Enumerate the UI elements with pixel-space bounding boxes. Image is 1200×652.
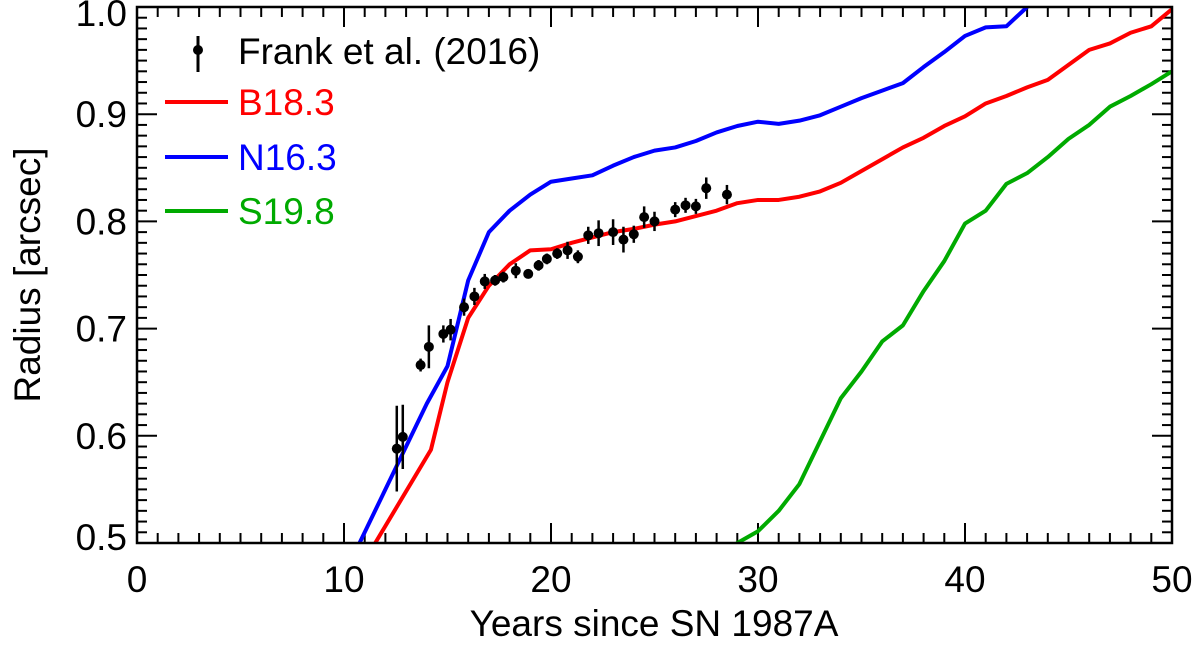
data-point <box>533 260 544 271</box>
y-tick-labels: 0.5 0.6 0.7 0.8 0.9 1.0 <box>76 0 127 558</box>
legend: Frank et al. (2016) B18.3 N16.3 S19.8 <box>165 31 540 232</box>
data-point <box>562 245 573 256</box>
data-point <box>670 204 681 215</box>
x-tick-labels: 0 10 20 30 40 50 <box>127 559 1193 600</box>
data-point <box>469 291 480 302</box>
legend-label: S19.8 <box>238 191 335 232</box>
data-point <box>459 302 470 313</box>
series-line-n16-3 <box>357 7 1030 543</box>
data-point <box>445 324 456 335</box>
x-tick-label: 50 <box>1151 559 1192 600</box>
data-point <box>479 276 490 287</box>
legend-item-n16-3: N16.3 <box>165 137 337 178</box>
x-tick-label: 30 <box>737 559 778 600</box>
series-line-b18-3 <box>372 7 1172 543</box>
x-tick-label: 20 <box>530 559 571 600</box>
data-point <box>618 234 629 245</box>
data-point <box>639 212 650 223</box>
y-tick-label: 1.0 <box>76 0 127 34</box>
x-axis-label: Years since SN 1987A <box>470 603 839 644</box>
observation-points <box>391 177 732 492</box>
data-point <box>701 183 712 194</box>
data-point <box>721 189 732 200</box>
data-point <box>523 268 534 279</box>
x-tick-label: 10 <box>323 559 364 600</box>
plot-frame <box>135 5 1174 545</box>
legend-label: Frank et al. (2016) <box>238 31 540 72</box>
series-lines <box>357 7 1172 543</box>
legend-label: B18.3 <box>238 82 335 123</box>
data-point <box>572 251 583 262</box>
data-point <box>680 200 691 211</box>
legend-label: N16.3 <box>238 137 337 178</box>
data-point <box>498 272 509 283</box>
y-tick-label: 0.7 <box>76 309 127 350</box>
data-point <box>628 229 639 240</box>
data-point <box>415 360 426 371</box>
data-point <box>552 248 563 259</box>
y-tick-label: 0.8 <box>76 201 127 242</box>
data-point <box>438 328 449 339</box>
data-point <box>583 230 594 241</box>
x-tick-label: 40 <box>944 559 985 600</box>
legend-item-observations: Frank et al. (2016) <box>193 31 540 72</box>
y-tick-label: 0.9 <box>76 94 127 135</box>
legend-item-s19-8: S19.8 <box>165 191 335 232</box>
data-point <box>510 265 521 276</box>
data-point <box>397 431 408 442</box>
series-line-s19-8 <box>735 69 1172 543</box>
data-point <box>391 443 402 454</box>
x-tick-label: 0 <box>127 559 148 600</box>
data-point <box>608 227 619 238</box>
legend-item-b18-3: B18.3 <box>165 82 335 123</box>
data-point <box>593 228 604 239</box>
data-point <box>490 275 501 286</box>
y-axis-label: Radius [arcsec] <box>7 148 48 403</box>
data-point <box>423 341 434 352</box>
y-tick-label: 0.6 <box>76 416 127 457</box>
data-point <box>690 201 701 212</box>
data-point <box>541 253 552 264</box>
y-tick-label: 0.5 <box>76 517 127 558</box>
data-point <box>649 216 660 227</box>
